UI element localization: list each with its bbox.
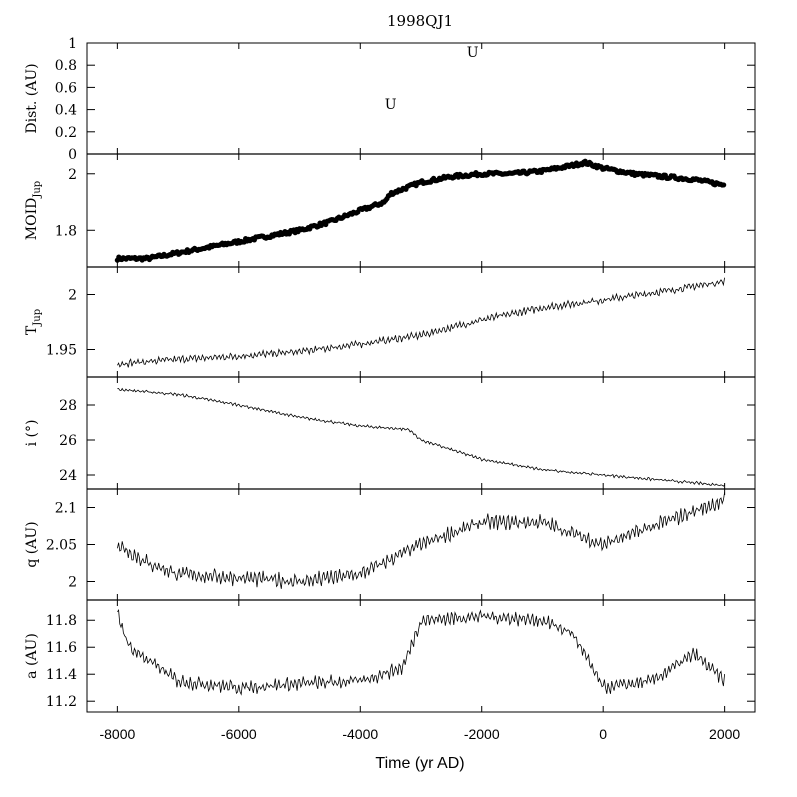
panel-q: 2 2.05 2.1 q (AU) [24,489,755,600]
y-tick-label: 28 [59,398,77,414]
y-tick-label: 0.6 [55,80,77,96]
y-tick-label: 2.1 [55,501,77,517]
y-tick-label: 0.2 [55,125,77,141]
plots-group: 0 0.2 0.4 0.6 0.8 1 Dist. (AU) U U 1.8 2 MOIDJup 1.9… [24,36,756,713]
y-tick-label: 24 [59,468,77,484]
y-axis-label: Dist. (AU) [24,63,40,133]
y-tick-label: 11.2 [46,694,77,710]
series-line-tjup [117,277,725,368]
y-axis-label: TJup [24,309,43,335]
close-approach-marker: U [467,45,479,61]
y-tick-label: 2 [68,288,77,304]
y-tick-label: 11.8 [46,613,77,629]
y-tick-label: 26 [59,433,77,449]
y-tick-label: 11.4 [46,667,77,683]
y-tick-label: 0.8 [55,58,77,74]
series-line-q [117,492,725,589]
x-tick-label: 0 [599,726,607,742]
panel-dist: 0 0.2 0.4 0.6 0.8 1 Dist. (AU) U U [24,36,755,163]
panel-a: 11.2 11.4 11.6 11.8 a (AU) [24,600,755,712]
x-tick-label: -2000 [464,726,500,742]
x-axis: -8000 -6000 -4000 -2000 0 2000 [99,726,740,742]
y-tick-label: 2 [68,575,77,591]
panel-moid: 1.8 2 MOIDJup [24,154,755,267]
y-tick-label: 1 [68,36,77,52]
y-axis-label: q (AU) [24,521,40,567]
x-axis-label: Time (yr AD) [375,755,464,772]
y-tick-label: 0 [68,147,77,163]
y-tick-label: 1.95 [46,343,77,359]
x-tick-label: 2000 [709,726,740,742]
close-approach-marker: U [385,97,397,113]
y-tick-label: 1.8 [55,223,77,239]
panel-tjup: 1.95 2 TJup [24,267,755,377]
y-tick-label: 0.4 [55,103,77,119]
y-axis-label: MOIDJup [24,181,43,240]
y-axis-label: a (AU) [24,633,40,679]
panel-incl: 24 26 28 i (°) [24,377,755,489]
series-line-incl [117,387,725,487]
moid-point [721,182,727,188]
y-tick-label: 2.05 [46,538,77,554]
chart-title: 1998QJ1 [387,12,453,30]
y-axis-label: i (°) [24,420,40,447]
y-tick-label: 2 [68,167,77,183]
series-line-a [117,608,725,696]
x-tick-label: -8000 [99,726,135,742]
x-tick-label: -6000 [221,726,257,742]
moid-series [114,158,727,263]
y-tick-label: 11.6 [46,640,77,656]
x-tick-label: -4000 [342,726,378,742]
